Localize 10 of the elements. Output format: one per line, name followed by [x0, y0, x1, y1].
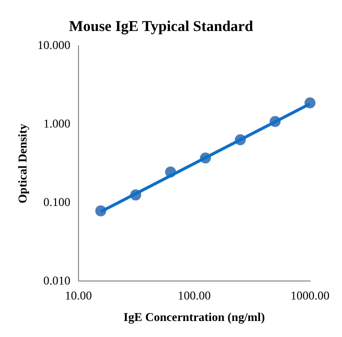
y-tick-label: 1.000 [43, 116, 70, 131]
y-tick-label: 0.100 [43, 194, 70, 209]
y-tick-label: 10.000 [37, 38, 70, 52]
x-tick-label: 100.00 [178, 288, 211, 303]
y-tick-label: 0.010 [43, 273, 70, 288]
x-tick-label: 10.00 [64, 288, 92, 303]
chart-title: Mouse IgE Typical Standard [68, 18, 254, 35]
y-axis-title: Optical Density [15, 124, 30, 204]
x-tick-label: 1000.00 [290, 288, 330, 303]
x-axis-title: IgE Concerntration (ng/ml) [124, 310, 265, 324]
